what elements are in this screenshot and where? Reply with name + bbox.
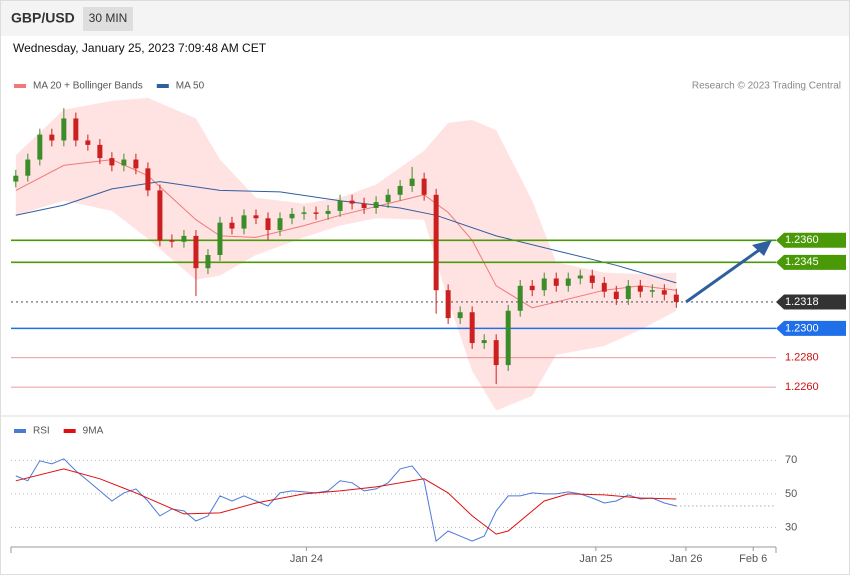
price-level-label: 1.2280: [785, 352, 819, 364]
price-level-box: [776, 294, 846, 310]
candle-body: [49, 134, 55, 141]
candle-body: [193, 235, 199, 269]
candle-body: [469, 312, 475, 344]
candle-body: [577, 275, 583, 279]
candle-body: [505, 310, 511, 366]
candle-body: [409, 178, 415, 186]
candle-body: [613, 291, 619, 300]
x-tick-label: Feb 6: [739, 553, 767, 565]
y-tick-label: 70: [785, 454, 797, 466]
price-level-box: [776, 320, 846, 336]
price-level-box: [776, 232, 846, 248]
candle-body: [421, 178, 427, 195]
candle-body: [385, 194, 391, 203]
header-bar: [1, 1, 849, 36]
legend-label: MA 20 + Bollinger Bands: [33, 81, 143, 92]
price-level-label: 1.2300: [785, 322, 819, 334]
legend-swatch: [156, 84, 169, 88]
price-level-label: 1.2360: [785, 234, 819, 246]
projection-arrowhead: [752, 240, 772, 256]
candle-body: [109, 158, 115, 166]
candle-body: [121, 159, 127, 166]
candle-body: [673, 294, 679, 302]
price-level-label: 1.2345: [785, 256, 819, 268]
candle-body: [625, 285, 631, 300]
candle-body: [529, 285, 535, 291]
candle-body: [229, 222, 235, 229]
candle-body: [637, 285, 643, 292]
candle-body: [289, 213, 295, 219]
candle-body: [649, 290, 655, 292]
candle-body: [253, 215, 259, 219]
candle-body: [517, 285, 523, 311]
candle-body: [361, 203, 367, 208]
symbol: GBP/USD: [11, 10, 75, 26]
price-level-label: 1.2260: [785, 381, 819, 393]
candle-body: [37, 134, 43, 160]
price-level-label: 1.2318: [785, 296, 819, 308]
x-tick-label: Jan 24: [290, 553, 323, 565]
candle-body: [433, 194, 439, 291]
candle-body: [397, 185, 403, 195]
price-level-box: [776, 254, 846, 270]
candle-body: [565, 278, 571, 286]
indicator-line: [15, 458, 677, 543]
legend-swatch: [14, 84, 26, 88]
candle-body: [265, 218, 271, 231]
candle-body: [85, 140, 91, 145]
x-tick-label: Jan 25: [579, 553, 612, 565]
interval-box: [83, 7, 133, 31]
candle-body: [325, 210, 331, 214]
timestamp: Wednesday, January 25, 2023 7:09:48 AM C…: [13, 41, 267, 55]
bollinger-band: [15, 97, 677, 411]
source: Research © 2023 Trading Central: [692, 81, 841, 92]
candle-body: [313, 212, 319, 214]
interval: 30 MIN: [89, 11, 128, 25]
candle-body: [553, 278, 559, 286]
candle-body: [541, 278, 547, 291]
candle-body: [181, 235, 187, 242]
candle-body: [61, 118, 67, 141]
y-tick-label: 30: [785, 521, 797, 533]
candle-body: [493, 340, 499, 366]
candle-body: [13, 175, 19, 182]
candle-body: [337, 200, 343, 211]
candle-body: [73, 118, 79, 141]
candle-body: [157, 190, 163, 241]
candle-body: [241, 215, 247, 229]
legend-label: RSI: [33, 426, 50, 437]
legend-swatch: [63, 429, 76, 433]
candle-body: [373, 202, 379, 208]
x-tick-label: Jan 26: [669, 553, 702, 565]
projection-arrow: [685, 246, 763, 304]
legend-label: MA 50: [176, 81, 205, 92]
candle-body: [169, 240, 175, 242]
candle-body: [601, 282, 607, 292]
candle-body: [277, 218, 283, 231]
candle-body: [133, 159, 139, 169]
candle-body: [445, 290, 451, 319]
candle-body: [205, 254, 211, 269]
candle-body: [97, 144, 103, 159]
candle-body: [589, 275, 595, 283]
candle-body: [145, 168, 151, 191]
candle-body: [217, 222, 223, 255]
legend-swatch: [14, 429, 26, 433]
y-tick-label: 50: [785, 488, 797, 500]
indicator-line: [15, 468, 677, 535]
candle-body: [481, 340, 487, 344]
candle-body: [301, 212, 307, 214]
legend-label: 9MA: [83, 426, 104, 437]
candle-body: [25, 159, 31, 176]
candle-body: [349, 200, 355, 204]
candle-body: [661, 290, 667, 295]
candle-body: [457, 312, 463, 319]
